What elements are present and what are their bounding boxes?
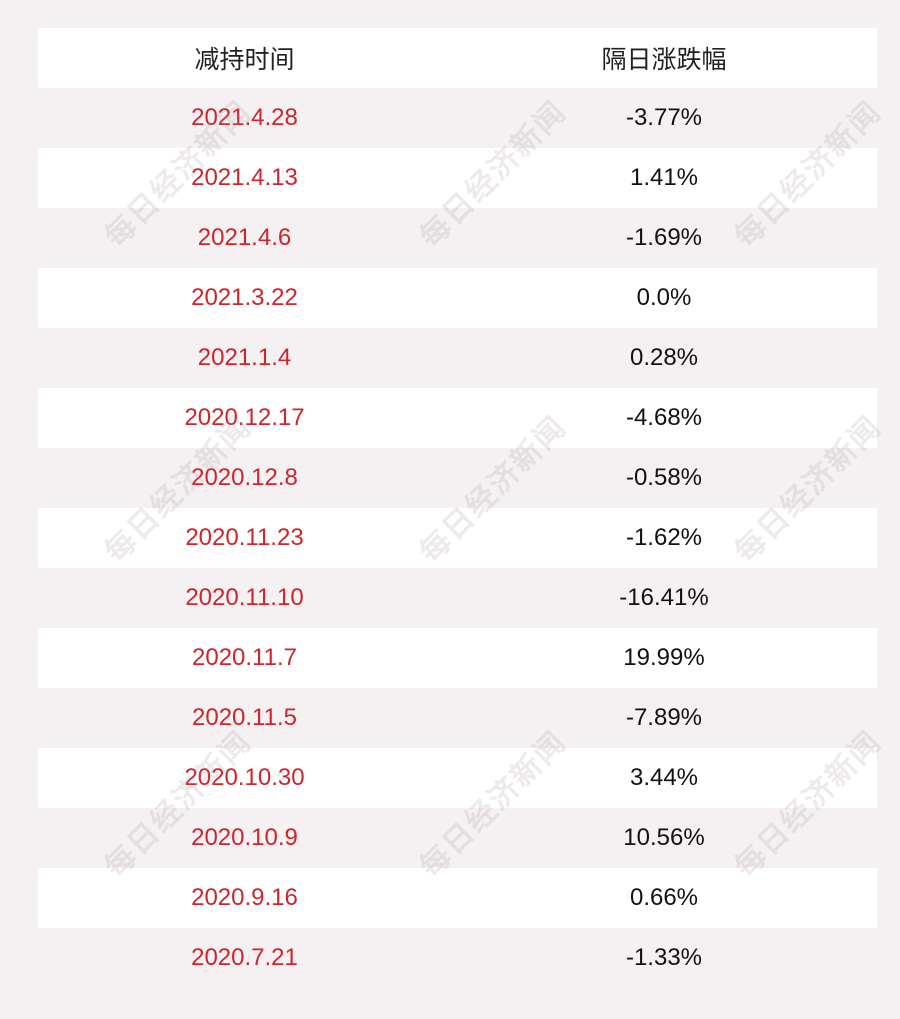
- date-cell: 2021.4.28: [191, 104, 298, 131]
- date-cell: 2021.4.13: [191, 164, 298, 191]
- date-cell: 2020.10.9: [191, 824, 298, 851]
- date-cell: 2020.9.16: [191, 884, 298, 911]
- change-cell: -0.58%: [625, 464, 703, 491]
- change-cell: -1.69%: [625, 224, 703, 251]
- change-cell: 1.41%: [629, 164, 699, 191]
- table-row: 2021.4.13 1.41%: [38, 148, 877, 208]
- reduction-table: 减持时间 隔日涨跌幅 2021.4.28 -3.77% 2021.4.13 1.41%…: [38, 28, 877, 988]
- table-row: 2021.3.22 0.0%: [38, 268, 877, 328]
- date-cell: 2020.11.5: [192, 704, 297, 731]
- table-row: 2020.10.9 10.56%: [38, 808, 877, 868]
- date-cell: 2021.4.6: [197, 224, 292, 251]
- table-row: 2020.11.7 19.99%: [38, 628, 877, 688]
- change-cell: -7.89%: [625, 704, 703, 731]
- date-cell: 2021.3.22: [191, 284, 298, 311]
- date-cell: 2020.11.10: [185, 584, 304, 611]
- table-row: 2020.12.8 -0.58%: [38, 448, 877, 508]
- header-date: 减持时间: [194, 46, 295, 74]
- table-row: 2021.4.6 -1.69%: [38, 208, 877, 268]
- table-body: 2021.4.28 -3.77% 2021.4.13 1.41% 2021.4.6 -1.…: [38, 88, 877, 988]
- table-row: 2021.1.4 0.28%: [38, 328, 877, 388]
- table-row: 2021.4.28 -3.77%: [38, 88, 877, 148]
- header-change: 隔日涨跌幅: [601, 46, 727, 74]
- change-cell: -4.68%: [625, 404, 703, 431]
- date-cell: 2020.12.8: [191, 464, 298, 491]
- table-row: 2020.10.30 3.44%: [38, 748, 877, 808]
- date-cell: 2020.12.17: [184, 404, 305, 431]
- change-cell: 0.28%: [629, 344, 699, 371]
- change-cell: 19.99%: [623, 644, 705, 671]
- table-row: 2020.7.21 -1.33%: [38, 928, 877, 988]
- change-cell: 10.56%: [623, 824, 705, 851]
- date-cell: 2020.11.23: [185, 524, 304, 551]
- date-cell: 2021.1.4: [197, 344, 292, 371]
- change-cell: -1.33%: [625, 944, 703, 971]
- change-cell: 0.0%: [636, 284, 692, 311]
- table-row: 2020.11.10 -16.41%: [38, 568, 877, 628]
- table-row: 2020.11.5 -7.89%: [38, 688, 877, 748]
- table-row: 2020.9.16 0.66%: [38, 868, 877, 928]
- date-cell: 2020.7.21: [191, 944, 298, 971]
- table-row: 2020.12.17 -4.68%: [38, 388, 877, 448]
- change-cell: -16.41%: [619, 584, 709, 611]
- date-cell: 2020.10.30: [184, 764, 305, 791]
- change-cell: 3.44%: [629, 764, 699, 791]
- table-row: 2020.11.23 -1.62%: [38, 508, 877, 568]
- table-header: 减持时间 隔日涨跌幅: [38, 28, 877, 88]
- date-cell: 2020.11.7: [192, 644, 297, 671]
- change-cell: 0.66%: [629, 884, 699, 911]
- change-cell: -1.62%: [625, 524, 703, 551]
- change-cell: -3.77%: [625, 104, 703, 131]
